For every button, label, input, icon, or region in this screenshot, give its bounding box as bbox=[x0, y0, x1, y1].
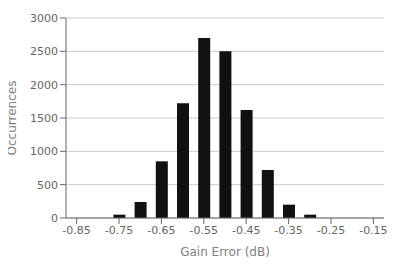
svg-text:Gain Error (dB): Gain Error (dB) bbox=[180, 245, 270, 258]
svg-text:Occurrences: Occurrences bbox=[8, 81, 19, 156]
svg-text:-0.55: -0.55 bbox=[190, 224, 218, 237]
svg-text:3000: 3000 bbox=[30, 12, 58, 25]
svg-text:0: 0 bbox=[51, 212, 58, 225]
svg-text:2000: 2000 bbox=[30, 79, 58, 92]
svg-text:500: 500 bbox=[37, 179, 58, 192]
svg-text:-0.45: -0.45 bbox=[232, 224, 260, 237]
svg-text:-0.35: -0.35 bbox=[274, 224, 302, 237]
svg-text:2500: 2500 bbox=[30, 45, 58, 58]
svg-text:-0.85: -0.85 bbox=[62, 224, 90, 237]
svg-text:-0.25: -0.25 bbox=[317, 224, 345, 237]
svg-text:1500: 1500 bbox=[30, 112, 58, 125]
svg-text:-0.15: -0.15 bbox=[359, 224, 387, 237]
svg-text:1000: 1000 bbox=[30, 145, 58, 158]
svg-text:-0.65: -0.65 bbox=[147, 224, 175, 237]
svg-text:-0.75: -0.75 bbox=[105, 224, 133, 237]
